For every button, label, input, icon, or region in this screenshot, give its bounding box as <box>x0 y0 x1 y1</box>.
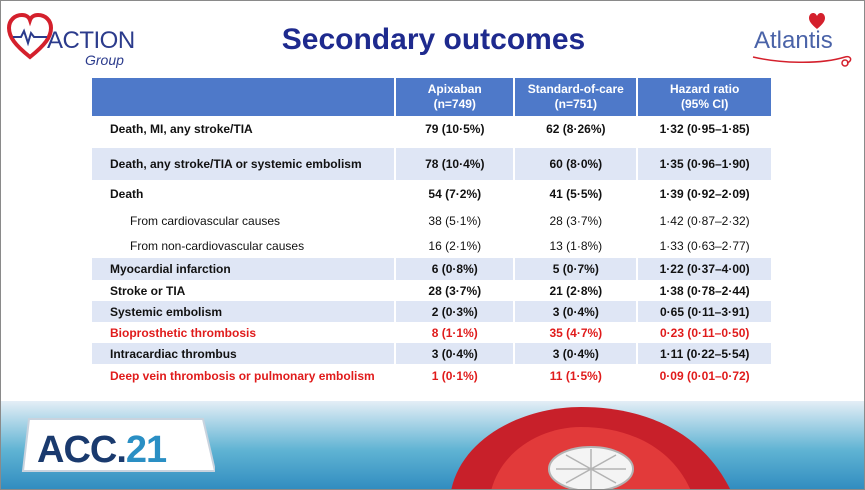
atlantis-heart-icon <box>752 13 852 67</box>
secondary-outcomes-table: Apixaban (n=749) Standard-of-care (n=751) … <box>92 78 771 388</box>
row-label: From cardiovascular causes <box>130 214 281 228</box>
cell-hr: 1·35 (0·96–1·90) <box>636 148 771 180</box>
cell-apixaban: 54 (7·2%) <box>394 180 515 208</box>
table-row: Bioprosthetic thrombosis 8 (1·1%) 35 (4·… <box>92 322 771 343</box>
header-blank <box>92 78 396 116</box>
cell-apixaban: 38 (5·1%) <box>394 208 515 234</box>
cell-soc: 41 (5·5%) <box>513 180 638 208</box>
row-label: Bioprosthetic thrombosis <box>110 325 257 340</box>
header-apixaban: Apixaban (n=749) <box>394 78 515 116</box>
heart-logo-icon <box>7 13 53 60</box>
cell-soc: 5 (0·7%) <box>513 258 638 280</box>
table-row: Systemic embolism 2 (0·3%) 3 (0·4%) 0·65… <box>92 301 771 322</box>
cell-soc: 3 (0·4%) <box>513 301 638 322</box>
row-label: From non-cardiovascular causes <box>130 239 305 253</box>
action-sub: Group <box>85 52 124 68</box>
atlantis-logo: Atlantis <box>749 11 859 71</box>
table-row: From cardiovascular causes 38 (5·1%) 28 … <box>92 208 771 234</box>
cell-hr: 0·09 (0·01–0·72) <box>636 364 771 388</box>
cell-hr: 1·32 (0·95–1·85) <box>636 116 771 142</box>
cell-hr: 1·33 (0·63–2·77) <box>636 234 771 258</box>
cell-soc: 13 (1·8%) <box>513 234 638 258</box>
table-row: Intracardiac thrombus 3 (0·4%) 3 (0·4%) … <box>92 343 771 364</box>
row-label: Intracardiac thrombus <box>92 343 396 364</box>
table-row: Death 54 (7·2%) 41 (5·5%) 1·39 (0·92–2·0… <box>92 180 771 208</box>
cell-soc: 28 (3·7%) <box>513 208 638 234</box>
cell-apixaban: 79 (10·5%) <box>394 116 515 142</box>
cell-soc: 11 (1·5%) <box>513 364 638 388</box>
cell-apixaban: 1 (0·1%) <box>394 364 515 388</box>
row-label: Myocardial infarction <box>92 258 396 280</box>
cell-hr: 0·65 (0·11–3·91) <box>636 301 771 322</box>
atlantis-brand: Atlantis <box>754 27 833 54</box>
action-brand: ACTION <box>47 27 135 54</box>
acc-badge-icon <box>21 418 215 472</box>
row-label: Death, any stroke/TIA or systemic emboli… <box>92 148 396 180</box>
cell-hr: 1·42 (0·87–2·32) <box>636 208 771 234</box>
cell-soc: 62 (8·26%) <box>513 116 638 142</box>
cell-apixaban: 16 (2·1%) <box>394 234 515 258</box>
table-header-row: Apixaban (n=749) Standard-of-care (n=751) … <box>92 78 771 116</box>
cell-hr: 1·38 (0·78–2·44) <box>636 280 771 301</box>
table-row: Death, any stroke/TIA or systemic emboli… <box>92 148 771 180</box>
cell-apixaban: 3 (0·4%) <box>394 343 515 364</box>
cell-soc: 3 (0·4%) <box>513 343 638 364</box>
conference-label: ACC.21 <box>37 429 167 471</box>
header-hazard-ratio: Hazard ratio (95% CI) <box>636 78 771 116</box>
cell-soc: 60 (8·0%) <box>513 148 638 180</box>
heart-valve-illustration-icon <box>451 407 730 489</box>
row-label: Stroke or TIA <box>110 283 186 298</box>
cell-hr: 1·39 (0·92–2·09) <box>636 180 771 208</box>
cell-apixaban: 2 (0·3%) <box>394 301 515 322</box>
row-label: Death, MI, any stroke/TIA <box>110 122 253 136</box>
cell-hr: 1·22 (0·37–4·00) <box>636 258 771 280</box>
action-group-logo: ACTION Group <box>7 13 137 69</box>
cell-soc: 35 (4·7%) <box>513 322 638 343</box>
cell-hr: 1·11 (0·22–5·54) <box>636 343 771 364</box>
row-label: Death <box>110 187 144 201</box>
table-row: Deep vein thrombosis or pulmonary emboli… <box>92 364 771 388</box>
cell-apixaban: 78 (10·4%) <box>394 148 515 180</box>
cell-apixaban: 8 (1·1%) <box>394 322 515 343</box>
row-label: Deep vein thrombosis or pulmonary emboli… <box>110 369 375 383</box>
table-row: From non-cardiovascular causes 16 (2·1%)… <box>92 234 771 258</box>
cell-hr: 0·23 (0·11–0·50) <box>636 322 771 343</box>
cell-apixaban: 6 (0·8%) <box>394 258 515 280</box>
cell-apixaban: 28 (3·7%) <box>394 280 515 301</box>
cell-soc: 21 (2·8%) <box>513 280 638 301</box>
row-label: Systemic embolism <box>92 301 396 322</box>
table-row: Death, MI, any stroke/TIA 79 (10·5%) 62 … <box>92 116 771 142</box>
table-row: Myocardial infarction 6 (0·8%) 5 (0·7%) … <box>92 258 771 280</box>
table-row: Stroke or TIA 28 (3·7%) 21 (2·8%) 1·38 (… <box>92 280 771 301</box>
header-standard-of-care: Standard-of-care (n=751) <box>513 78 638 116</box>
page-title: Secondary outcomes <box>281 23 586 56</box>
